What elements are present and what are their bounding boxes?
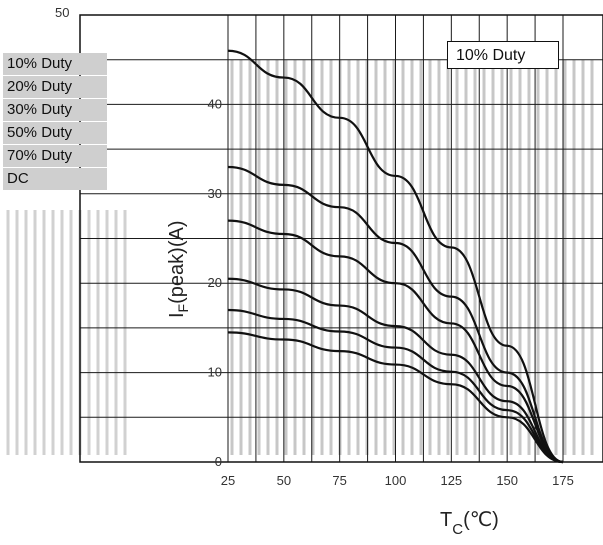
legend-item: 30% Duty — [3, 99, 107, 121]
grid — [79, 14, 603, 463]
legend-item: 10% Duty — [3, 53, 107, 75]
y-tick-top: 50 — [55, 5, 69, 20]
x-tick-label: 75 — [332, 473, 346, 488]
legend-item: 50% Duty — [3, 122, 107, 144]
x-tick-label: 25 — [221, 473, 235, 488]
series-line — [227, 308, 564, 464]
plot-frame — [79, 14, 603, 463]
x-tick-label: 175 — [552, 473, 574, 488]
series-line — [227, 49, 564, 464]
series-lines — [227, 49, 564, 464]
series-line — [227, 277, 564, 464]
tick-labels: 25 50 75 100 125 150 175 0 10 20 30 40 — [208, 96, 574, 488]
y-tick-label: 30 — [208, 186, 222, 201]
x-tick-label: 50 — [277, 473, 291, 488]
legend: 10% Duty 20% Duty 30% Duty 50% Duty 70% … — [3, 53, 107, 191]
series-line — [227, 219, 564, 464]
duty-label-box: 10% Duty — [447, 41, 559, 69]
legend-item: DC — [3, 168, 107, 190]
x-tick-label: 150 — [496, 473, 518, 488]
x-axis-title: TC(℃) — [440, 509, 499, 538]
series-line — [227, 165, 564, 464]
y-tick-label: 20 — [208, 275, 222, 290]
x-tick-label: 100 — [385, 473, 407, 488]
series-line — [227, 331, 564, 464]
legend-item: 20% Duty — [3, 76, 107, 98]
y-axis-title: IF(peak)(A) — [166, 221, 191, 318]
y-tick-label: 0 — [215, 454, 222, 469]
x-tick-label: 125 — [440, 473, 462, 488]
legend-item: 70% Duty — [3, 145, 107, 167]
y-tick-label: 10 — [208, 365, 222, 380]
y-tick-label: 40 — [208, 96, 222, 111]
